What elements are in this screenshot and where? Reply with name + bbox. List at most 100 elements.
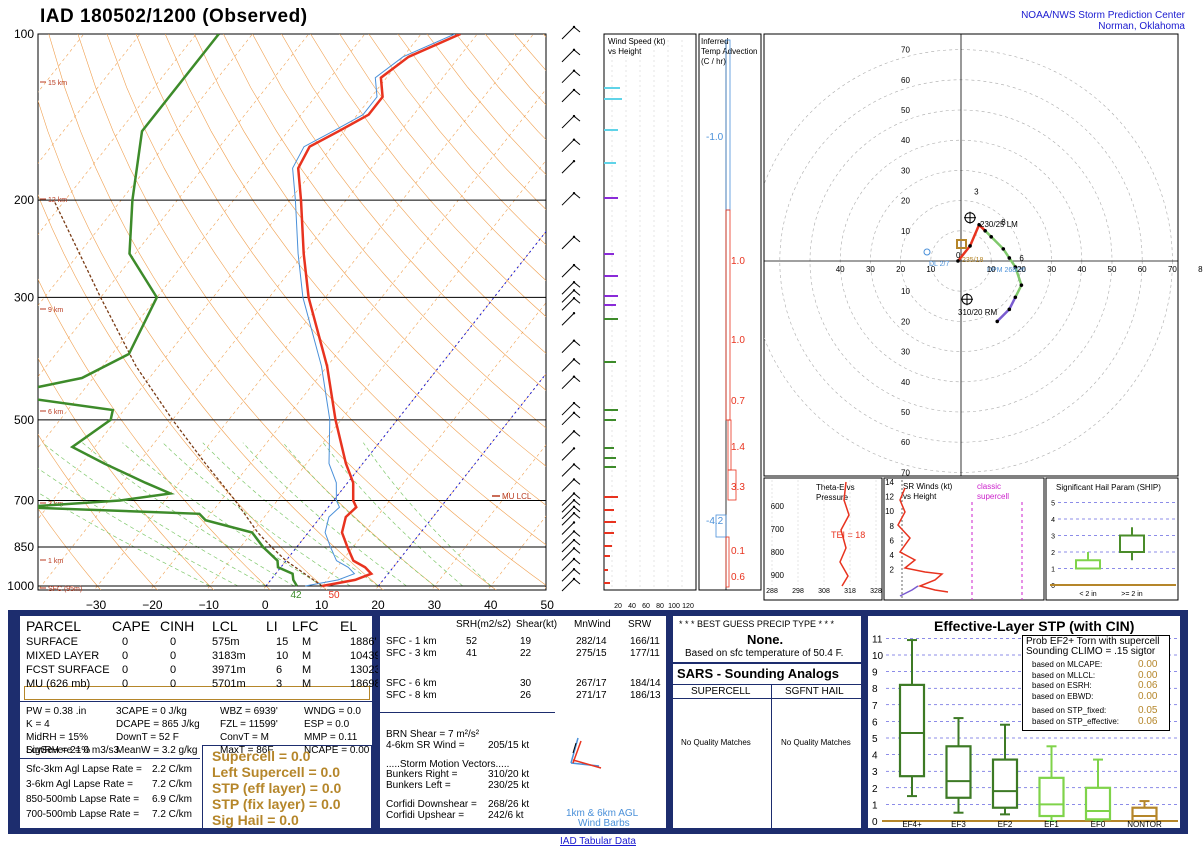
theta-x-label: 328 [870,588,882,595]
motion-label: Corfidi Downshear = [386,799,477,810]
lapse-value: 7.2 C/km [152,809,193,820]
height-label: 12 km [48,197,67,204]
sars-col-hail: SGFNT HAIL [785,686,844,697]
classic-label: classic [977,482,1001,491]
sars-supercell-text: No Quality Matches [681,738,751,747]
stp-prob-value: 0.06 [1138,715,1158,727]
ship-y-label: 3 [1051,534,1055,541]
index-cell: FZL = 11599' [220,719,278,730]
wind-barb-flag [573,281,581,288]
motion-value: 242/6 kt [488,810,524,821]
advect-title-2: Temp Advection [701,47,757,56]
parcel-cell: 575m [212,636,240,648]
wind-barb-flag [573,139,581,146]
srwind-y-label: 12 [885,493,894,502]
wind-barb-staff [561,139,575,153]
parcel-cell: 0 [122,678,129,690]
pressure-label: 300 [14,290,34,304]
moist-adiabat [42,442,267,587]
wind-barb-dot [572,430,576,433]
temp-axis-label: −30 [86,598,107,612]
wind-panel-subtitle: vs Height [608,47,642,56]
stp-prob-value: 0.05 [1138,705,1158,716]
hodo-point [956,259,960,263]
hodo-y-label: 70 [901,46,910,55]
stp-prob-label: based on MLCAPE: [1032,660,1103,669]
wind-barb-flag [573,340,581,347]
wind-barb-flag [573,506,581,513]
stp-prob-label: based on STP_effective: [1032,716,1120,726]
theta-x-label: 288 [766,588,778,595]
kin-cell: 177/11 [630,648,660,659]
bunkers-right-label: 310/20 RM [958,308,997,317]
hodo-point [1007,307,1012,312]
stp-x-label: NONTOR [1127,820,1162,828]
kin-cell: 271/17 [576,690,607,701]
parcel-cell: M [302,636,312,648]
wind-barb-dot [572,114,576,118]
6km-barb [572,740,602,769]
parcel-cell: 10439' [350,650,383,662]
index-cell: PW = 0.38 .in [26,706,87,717]
wind-barb-dot [572,263,576,267]
index-cell: ESP = 0.0 [304,719,350,730]
dry-adiabat [281,34,546,354]
kin-cell: 52 [466,636,478,647]
kin-cell: SFC - 6 km [386,678,437,689]
wind-barb-flag [573,547,581,554]
hodo-y-label: 10 [901,287,910,296]
lapse-divider [20,758,200,759]
wind-barb-dot [572,547,576,550]
lapse-label: 700-500mb Lapse Rate = [26,809,140,820]
isotherm-line [38,34,422,520]
wind-barb-dot [572,289,576,292]
height-label: SFC (95m) [48,586,82,593]
kin-col-header: SRH(m2/s2) [456,619,512,630]
temperature-line [296,34,461,588]
supercell-label: supercell [977,492,1009,501]
wind-barb-flag [573,531,581,537]
wind-barb-flag [573,402,581,409]
sfc-dewpoint-label: 42 [290,590,302,601]
kin-cell: 267/17 [576,678,607,689]
srwind-y-label: 6 [890,536,895,545]
parcel-cell: 10 [276,650,289,662]
tabular-data-link[interactable]: IAD Tabular Data [560,836,636,847]
wind-barb-staff [561,297,575,311]
dry-adiabat [106,34,546,586]
wind-barb-dot [572,159,576,163]
wind-speed-axis-label: 20 [614,603,622,610]
wind-barb-dot [572,568,576,571]
dry-adiabat [135,34,546,546]
theta-e-panel [763,477,883,601]
temp-axis-label: 20 [371,598,385,612]
parcel-trace-line [53,199,323,587]
hodo-point [977,222,981,227]
org-label: NOAA/NWS Storm Prediction Center Norman,… [1021,10,1185,32]
advect-bar [715,514,727,538]
index-cell: DownT = 52 F [116,732,179,743]
hodo-x-label: 10 [987,265,996,274]
parcel-cell: M [302,650,312,662]
wind-speed-panel [603,33,697,591]
lapse-value: 2.2 C/km [152,764,193,775]
parcel-cell: M [302,678,312,690]
wind-barb-flag [573,430,581,437]
advect-value: 1.4 [731,442,745,453]
wind-barb-dot [572,281,576,284]
kin-cell: 22 [520,648,532,659]
deviant-left-label: DL 2/7 [929,261,949,268]
ship-x-label: < 2 in [1079,591,1096,598]
temp-axis-label: 10 [315,598,329,612]
parcel-col-header: EL [340,618,358,634]
wind-barb-staff [561,464,575,477]
srwind-y-label: 8 [890,522,895,531]
parcel-col-header: PARCEL [26,618,81,634]
wind-barb-dot [572,88,576,92]
stp-prob-box [1022,635,1170,731]
wind-barb-dot [572,312,576,315]
stp-prob-label: based on ESRH: [1032,681,1092,690]
kin-cell: 275/15 [576,648,607,659]
wind-barb-flag [573,49,581,56]
theta-x-label: 298 [792,588,804,595]
